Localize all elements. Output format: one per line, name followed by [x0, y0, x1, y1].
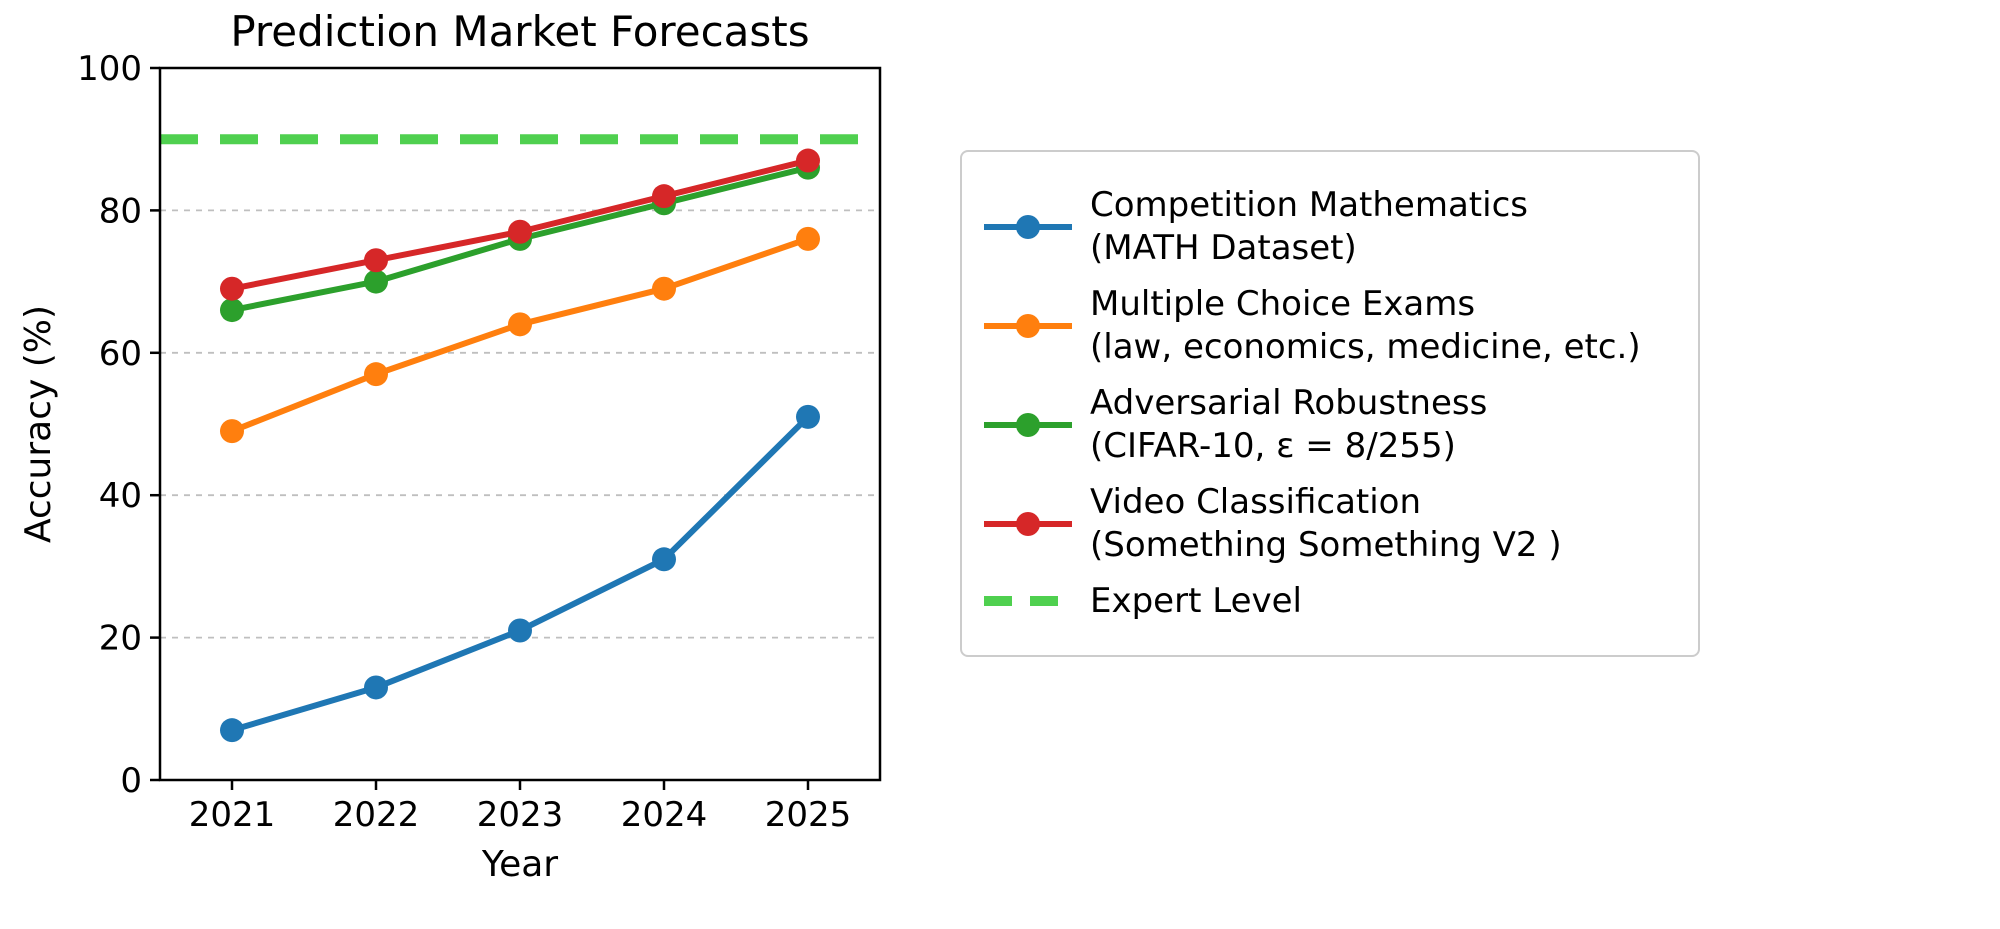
- legend-swatch: [984, 581, 1072, 621]
- series-marker-3-4: [796, 149, 820, 173]
- series-marker-1-4: [796, 227, 820, 251]
- series-marker-0-0: [220, 718, 244, 742]
- legend-swatch: [984, 207, 1072, 247]
- series-marker-1-2: [508, 312, 532, 336]
- series-marker-2-1: [364, 270, 388, 294]
- series-marker-1-3: [652, 277, 676, 301]
- series-marker-2-0: [220, 298, 244, 322]
- series-marker-3-2: [508, 220, 532, 244]
- series-marker-0-3: [652, 547, 676, 571]
- grid: [160, 210, 880, 637]
- x-tick-label: 2022: [333, 795, 420, 835]
- chart-title: Prediction Market Forecasts: [230, 7, 809, 56]
- legend-row: Video Classification (Something Somethin…: [984, 481, 1670, 566]
- legend-label: Adversarial Robustness (CIFAR-10, ε = 8/…: [1090, 382, 1487, 467]
- x-tick-label: 2023: [477, 795, 564, 835]
- legend-label: Expert Level: [1090, 580, 1302, 623]
- legend-row: Adversarial Robustness (CIFAR-10, ε = 8/…: [984, 382, 1670, 467]
- y-axis-label: Accuracy (%): [18, 305, 59, 543]
- x-tick-label: 2021: [189, 795, 276, 835]
- series-marker-0-1: [364, 675, 388, 699]
- series-marker-0-2: [508, 618, 532, 642]
- y-tick-label: 100: [77, 49, 142, 89]
- y-tick-label: 60: [99, 334, 142, 374]
- y-tick-label: 40: [99, 476, 142, 516]
- x-axis-label: Year: [481, 844, 558, 885]
- chart-container: 2021 2022 2023 2024 2025 0 20 40 60 80 100 Year Accu…: [0, 0, 2000, 929]
- legend-swatch: [984, 306, 1072, 346]
- series-marker-3-3: [652, 184, 676, 208]
- x-tick-label: 2024: [621, 795, 708, 835]
- y-tick-label: 20: [99, 619, 142, 659]
- legend-label: Multiple Choice Exams (law, economics, m…: [1090, 283, 1641, 368]
- series-marker-1-0: [220, 419, 244, 443]
- x-tick-label: 2025: [765, 795, 852, 835]
- series-marker-3-0: [220, 277, 244, 301]
- legend-label: Competition Mathematics (MATH Dataset): [1090, 184, 1528, 269]
- legend-swatch: [984, 405, 1072, 445]
- series-line-0: [232, 417, 808, 730]
- axes: 2021 2022 2023 2024 2025 0 20 40 60 80 100: [77, 49, 880, 835]
- legend-row: Multiple Choice Exams (law, economics, m…: [984, 283, 1670, 368]
- y-tick-label: 0: [120, 761, 142, 801]
- legend-row: Competition Mathematics (MATH Dataset): [984, 184, 1670, 269]
- series-marker-0-4: [796, 405, 820, 429]
- legend-row: Expert Level: [984, 580, 1670, 623]
- series-marker-1-1: [364, 362, 388, 386]
- legend-label: Video Classification (Something Somethin…: [1090, 481, 1562, 566]
- legend-swatch: [984, 504, 1072, 544]
- y-tick-label: 80: [99, 191, 142, 231]
- series-marker-3-1: [364, 248, 388, 272]
- legend: Competition Mathematics (MATH Dataset) Mu…: [960, 150, 1700, 657]
